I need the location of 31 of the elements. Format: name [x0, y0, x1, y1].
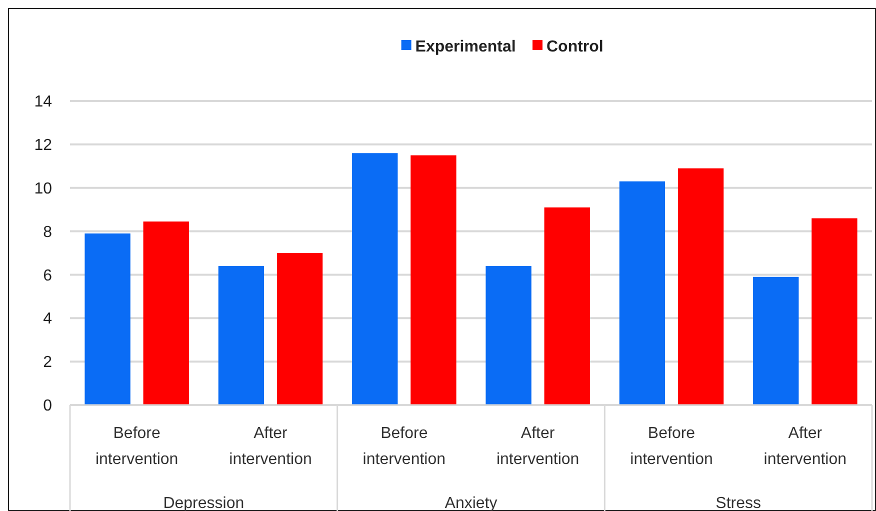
bar [276, 253, 323, 405]
bar [143, 222, 189, 405]
y-tick-label: 6 [43, 267, 52, 284]
legend-label: Experimental [415, 38, 516, 56]
x-tick-label: After intervention [764, 425, 847, 468]
y-tick-label: 14 [34, 94, 52, 111]
y-tick-label: 4 [43, 310, 52, 328]
x-tick-label: Before intervention [630, 425, 713, 468]
bar [544, 207, 590, 405]
bar [84, 233, 130, 405]
y-tick-label: 2 [43, 354, 52, 372]
x-tick-label: Before intervention [95, 425, 178, 468]
x-tick-label: After intervention [496, 425, 580, 468]
bar [218, 266, 264, 405]
y-tick-label: 8 [43, 224, 52, 241]
bar [678, 168, 724, 405]
bar [619, 181, 666, 405]
legend-label: Control [546, 38, 604, 56]
bar [352, 153, 398, 405]
y-tick-label: 10 [34, 180, 52, 198]
x-tick-label: Before intervention [362, 425, 446, 468]
text: Depression [163, 495, 244, 511]
text: Stress [716, 495, 762, 511]
x-tick-label: After intervention [229, 425, 312, 468]
y-tick-label: 12 [34, 137, 52, 154]
text: Anxiety [444, 495, 498, 511]
bar [410, 155, 456, 405]
bar [812, 218, 858, 405]
bar [753, 276, 799, 405]
y-tick-label: 0 [43, 398, 52, 415]
bar [486, 266, 532, 405]
